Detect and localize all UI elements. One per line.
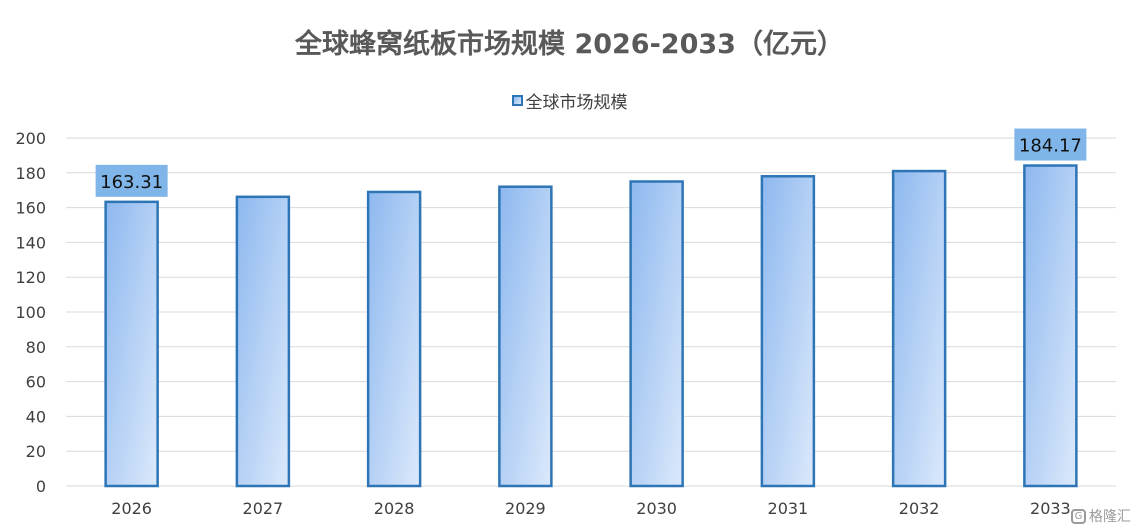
chart-title: 全球蜂窝纸板市场规模 2026-2033（亿元） [295,29,844,60]
bar-2028 [366,190,422,488]
y-tick-label: 0 [36,477,46,496]
x-tick-label: 2031 [768,499,809,518]
y-tick-label: 120 [15,268,46,287]
bar-2032 [891,169,947,488]
y-tick-label: 200 [15,129,46,148]
x-tick-label: 2028 [374,499,415,518]
data-label-2026: 163.31 [95,164,168,197]
y-tick-label: 140 [15,233,46,252]
bars [104,164,1078,488]
watermark: G 格隆汇 [1071,506,1131,526]
y-tick-label: 100 [15,303,46,322]
gridlines [66,137,1116,487]
legend-label: 全球市场规模 [525,93,628,113]
data-label-2033: 184.17 [1014,128,1087,161]
y-tick-label: 180 [15,164,46,183]
x-tick-label: 2032 [899,499,940,518]
x-tick-label: 2026 [111,499,152,518]
y-tick-label: 60 [26,373,46,392]
y-axis-ticks: 0 20 40 60 80 100 120 140 160 180 200 [15,129,46,496]
y-tick-label: 40 [26,407,46,426]
y-tick-label: 160 [15,199,46,218]
svg-text:163.31: 163.31 [100,172,163,193]
x-tick-label: 2029 [505,499,546,518]
bar-2030 [629,180,684,488]
bar-2031 [760,175,816,488]
x-tick-label: 2027 [243,499,284,518]
x-tick-label: 2033 [1030,499,1071,518]
bar-2033 [1023,164,1078,488]
y-tick-label: 80 [26,338,46,357]
x-tick-label: 2030 [636,499,677,518]
data-labels: 163.31 184.17 [95,128,1087,197]
logo-icon: G [1071,508,1086,524]
svg-text:184.17: 184.17 [1019,136,1082,157]
legend: 全球市场规模 [0,88,1139,113]
bar-2026 [104,200,159,488]
legend-swatch [511,95,523,106]
y-tick-label: 20 [26,442,46,461]
bar-2029 [498,185,553,488]
bar-2027 [235,195,291,488]
watermark-text: 格隆汇 [1089,509,1131,525]
x-axis-ticks: 2026 2027 2028 2029 2030 2031 2032 2033 [111,499,1070,518]
